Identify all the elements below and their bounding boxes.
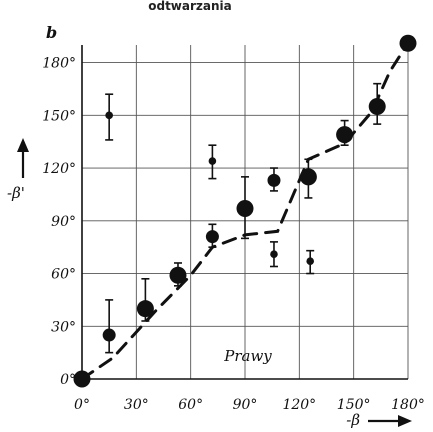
data-point-5 xyxy=(208,144,217,180)
x-tick-label-0: 0° xyxy=(74,397,90,413)
data-points xyxy=(73,34,417,388)
y-tick-label-2: 60° xyxy=(51,267,76,283)
data-point-9 xyxy=(269,241,278,268)
x-tick-label-5: 150° xyxy=(337,397,371,413)
y-axis-title-group: -β' xyxy=(7,138,29,202)
x-tick-label-2: 60° xyxy=(178,397,203,413)
axes xyxy=(81,45,408,380)
data-point-14 xyxy=(399,34,417,52)
data-point-1 xyxy=(105,93,114,141)
x-axis-title-group: -β xyxy=(346,411,412,429)
x-axis-title: -β xyxy=(346,411,360,429)
y-axis-arrow-head xyxy=(17,138,29,152)
data-point-7 xyxy=(236,176,254,240)
data-point-4 xyxy=(169,262,187,287)
y-tick-label-3: 90° xyxy=(51,214,76,230)
y-tick-label-5: 150° xyxy=(42,108,76,124)
y-tick-labels: 0° 30° 60° 90° 120° 150° 180° xyxy=(42,56,76,388)
annotation-prawy: Prawy xyxy=(223,347,272,365)
y-axis-title: -β' xyxy=(7,184,25,202)
grid xyxy=(81,45,409,380)
data-point-11 xyxy=(306,249,315,275)
y-tick-label-6: 180° xyxy=(42,56,76,72)
y-tick-label-1: 30° xyxy=(51,319,76,335)
x-tick-label-3: 90° xyxy=(233,397,258,413)
x-tick-labels: 0° 30° 60° 90° 120° 150° 180° xyxy=(74,397,425,413)
data-point-10 xyxy=(299,158,317,199)
x-tick-label-6: 180° xyxy=(391,397,425,413)
data-point-13 xyxy=(368,82,386,125)
x-tick-label-4: 120° xyxy=(282,397,316,413)
top-text: odtwarzania xyxy=(148,0,232,13)
y-tick-label-4: 120° xyxy=(42,161,76,177)
data-point-3 xyxy=(136,277,154,322)
data-point-12 xyxy=(336,119,354,146)
data-point-0 xyxy=(73,370,91,388)
panel-label: b xyxy=(46,23,57,42)
x-axis-arrow-head xyxy=(398,415,412,427)
data-point-2 xyxy=(102,299,116,354)
data-point-8 xyxy=(267,167,281,192)
y-tick-label-0: 0° xyxy=(60,372,76,388)
data-point-6 xyxy=(205,223,219,248)
x-tick-label-1: 30° xyxy=(124,397,149,413)
